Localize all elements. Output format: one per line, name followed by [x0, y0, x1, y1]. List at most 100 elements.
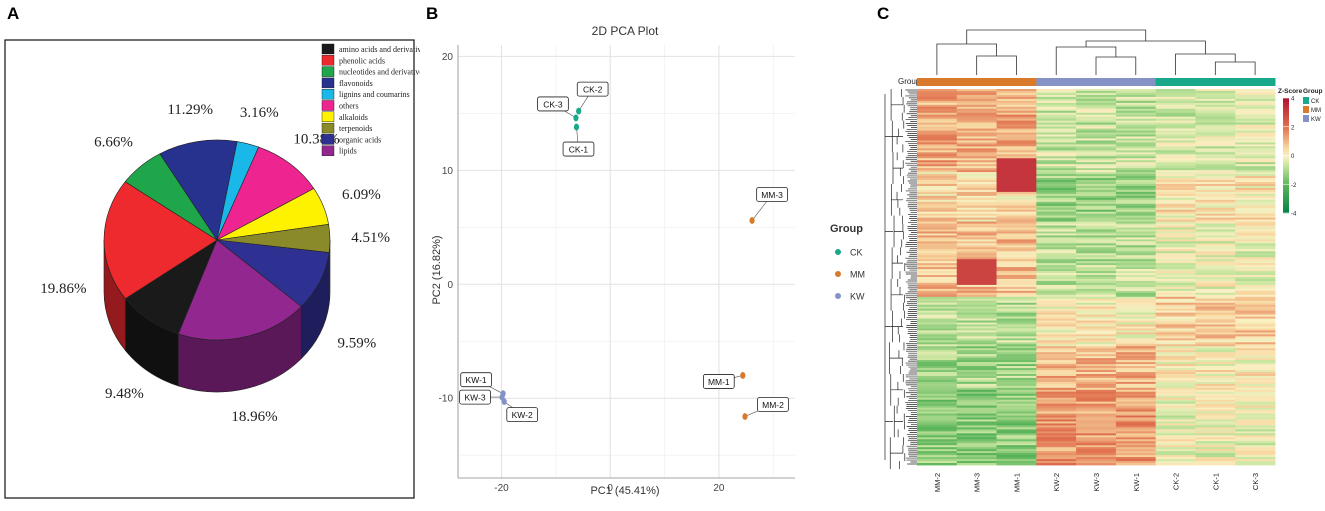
heatmap-cell — [917, 358, 958, 361]
heatmap-cell — [1115, 417, 1157, 420]
heatmap-cell — [1195, 100, 1236, 104]
heatmap-cell — [1036, 209, 1077, 213]
heatmap-cell — [956, 431, 997, 434]
heatmap-cell — [1115, 102, 1157, 106]
heatmap-cell — [1076, 205, 1117, 209]
heatmap-cell — [996, 435, 1037, 438]
heatmap-cell — [996, 94, 1037, 98]
heatmap-cell — [1076, 160, 1117, 163]
heatmap-cell — [1155, 243, 1196, 246]
heatmap-cell — [1235, 116, 1276, 120]
heatmap-cell — [1235, 269, 1276, 272]
heatmap-cell — [1195, 280, 1236, 284]
heatmap-cell — [1036, 219, 1077, 222]
heatmap-cell — [1155, 292, 1196, 296]
heatmap-cell — [996, 362, 1037, 365]
heatmap-cell — [1076, 439, 1117, 442]
heatmap-cell — [996, 405, 1037, 409]
heatmap-cell — [1155, 413, 1196, 416]
heatmap-cell — [1115, 373, 1157, 377]
heatmap-cell — [996, 160, 1037, 163]
heatmap-cell — [956, 265, 997, 268]
heatmap-cell — [1195, 300, 1236, 304]
heatmap-cell — [1076, 233, 1117, 236]
heatmap-cell — [996, 150, 1037, 153]
heatmap-cell — [1115, 199, 1157, 203]
heatmap-cell — [917, 120, 958, 124]
heatmap-cell — [1036, 277, 1077, 280]
heatmap-cell — [1115, 320, 1157, 323]
heatmap-cell — [996, 340, 1037, 343]
heatmap-cell — [917, 322, 958, 325]
heatmap-cell — [917, 277, 958, 280]
colorbar-step — [1283, 121, 1289, 124]
heatmap-cell — [1155, 104, 1196, 108]
heatmap-cell — [1036, 180, 1077, 183]
heatmap-cell — [996, 346, 1037, 349]
heatmap-cell — [1155, 233, 1196, 236]
heatmap-cell — [1076, 217, 1117, 221]
heatmap-cell — [956, 108, 997, 112]
heatmap-cell — [1195, 346, 1236, 349]
heatmap-cell — [1076, 435, 1117, 438]
heatmap-cell — [996, 379, 1037, 383]
heatmap-cell — [1036, 183, 1077, 187]
heatmap-cell — [1155, 427, 1196, 430]
heatmap-cell — [1155, 443, 1196, 446]
heatmap-cell — [1036, 385, 1077, 389]
heatmap-cell — [1076, 391, 1117, 395]
heatmap-cell — [1155, 429, 1196, 432]
heatmap-cell — [1036, 116, 1077, 120]
heatmap-cell — [1155, 457, 1196, 460]
heatmap-cell — [996, 273, 1037, 276]
heatmap-cell — [917, 92, 958, 96]
heatmap-cell — [1155, 182, 1196, 185]
heatmap-cell — [1076, 255, 1117, 258]
heatmap-cell — [1115, 217, 1157, 221]
heatmap-cell — [917, 150, 958, 153]
heatmap-cell — [996, 197, 1037, 201]
heatmap-cell — [1115, 106, 1157, 110]
heatmap-cell — [1155, 362, 1196, 365]
heatmap-cell — [1235, 354, 1276, 357]
heatmap-cell — [1235, 106, 1276, 110]
heatmap-cell — [1235, 140, 1276, 143]
heatmap-cell — [1155, 255, 1196, 258]
heatmap-cell — [996, 302, 1037, 306]
heatmap-cell — [956, 203, 997, 207]
colorbar-step — [1283, 203, 1289, 206]
colorbar-step — [1283, 163, 1289, 166]
heatmap-cell — [1036, 225, 1077, 228]
heatmap-cell — [1155, 288, 1196, 292]
heatmap-cell — [1115, 116, 1157, 120]
heatmap-cell — [1115, 332, 1157, 335]
heatmap-cell — [1115, 314, 1157, 317]
heatmap-cell — [1115, 98, 1157, 102]
heatmap-cell — [1195, 271, 1236, 274]
heatmap-cell — [1115, 104, 1157, 108]
heatmap-cell — [1195, 373, 1236, 377]
heatmap-cell — [1076, 96, 1117, 100]
heatmap-cell — [1076, 368, 1117, 371]
heatmap-cell — [1115, 366, 1157, 369]
heatmap-cell — [996, 235, 1037, 238]
heatmap-cell — [1115, 154, 1157, 157]
heatmap-cell — [1036, 124, 1077, 127]
heatmap-cell — [1235, 445, 1276, 448]
heatmap-cell — [1115, 126, 1157, 129]
heatmap-cell — [1155, 213, 1196, 217]
colorbar-step — [1283, 115, 1289, 118]
heatmap-cell — [1036, 409, 1077, 412]
heatmap-cell — [1155, 277, 1196, 280]
heatmap-cell — [1195, 112, 1236, 116]
heatmap-cell — [917, 364, 958, 367]
heatmap-cell — [996, 138, 1037, 141]
heatmap-cell — [996, 223, 1037, 226]
heatmap-cell — [1036, 312, 1077, 315]
heatmap-cell — [1036, 162, 1077, 165]
heatmap-cell — [917, 207, 958, 211]
heatmap-cell — [996, 259, 1037, 262]
heatmap-cell — [1036, 150, 1077, 153]
heatmap-cell — [1195, 370, 1236, 373]
heatmap-cell — [996, 344, 1037, 347]
